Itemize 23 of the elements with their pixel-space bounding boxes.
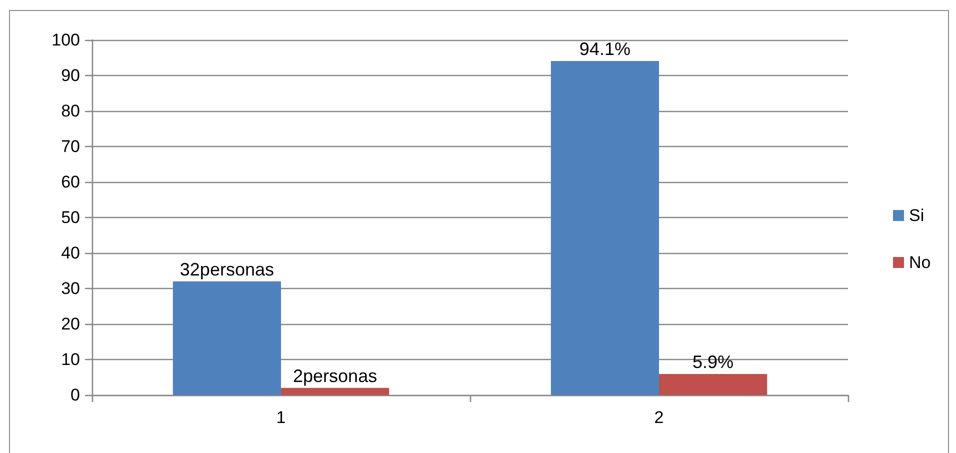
legend-label: No bbox=[909, 253, 931, 272]
bar bbox=[659, 374, 768, 395]
y-tick-label: 20 bbox=[61, 314, 80, 334]
data-label: 5.9% bbox=[692, 352, 734, 372]
y-tick-label: 50 bbox=[61, 208, 80, 227]
y-tick-label: 0 bbox=[70, 386, 80, 404]
data-label: 94.1% bbox=[579, 38, 630, 59]
x-tick-label: 2 bbox=[654, 408, 664, 427]
y-tick-label: 40 bbox=[61, 244, 80, 262]
y-tick-label: 70 bbox=[61, 137, 80, 156]
y-tick-label: 90 bbox=[61, 66, 80, 85]
x-tick-label: 1 bbox=[276, 408, 286, 427]
y-tick-label: 80 bbox=[61, 102, 80, 120]
y-tick-label: 60 bbox=[61, 172, 80, 192]
bar bbox=[172, 281, 281, 395]
bar bbox=[550, 60, 659, 395]
y-tick-label: 10 bbox=[61, 350, 80, 369]
y-tick-label: 100 bbox=[52, 30, 80, 50]
y-tick-label: 30 bbox=[61, 279, 80, 298]
data-label: 2personas bbox=[293, 366, 378, 386]
data-label: 32personas bbox=[180, 259, 274, 280]
bar bbox=[281, 388, 390, 395]
legend-label: Si bbox=[909, 206, 924, 225]
